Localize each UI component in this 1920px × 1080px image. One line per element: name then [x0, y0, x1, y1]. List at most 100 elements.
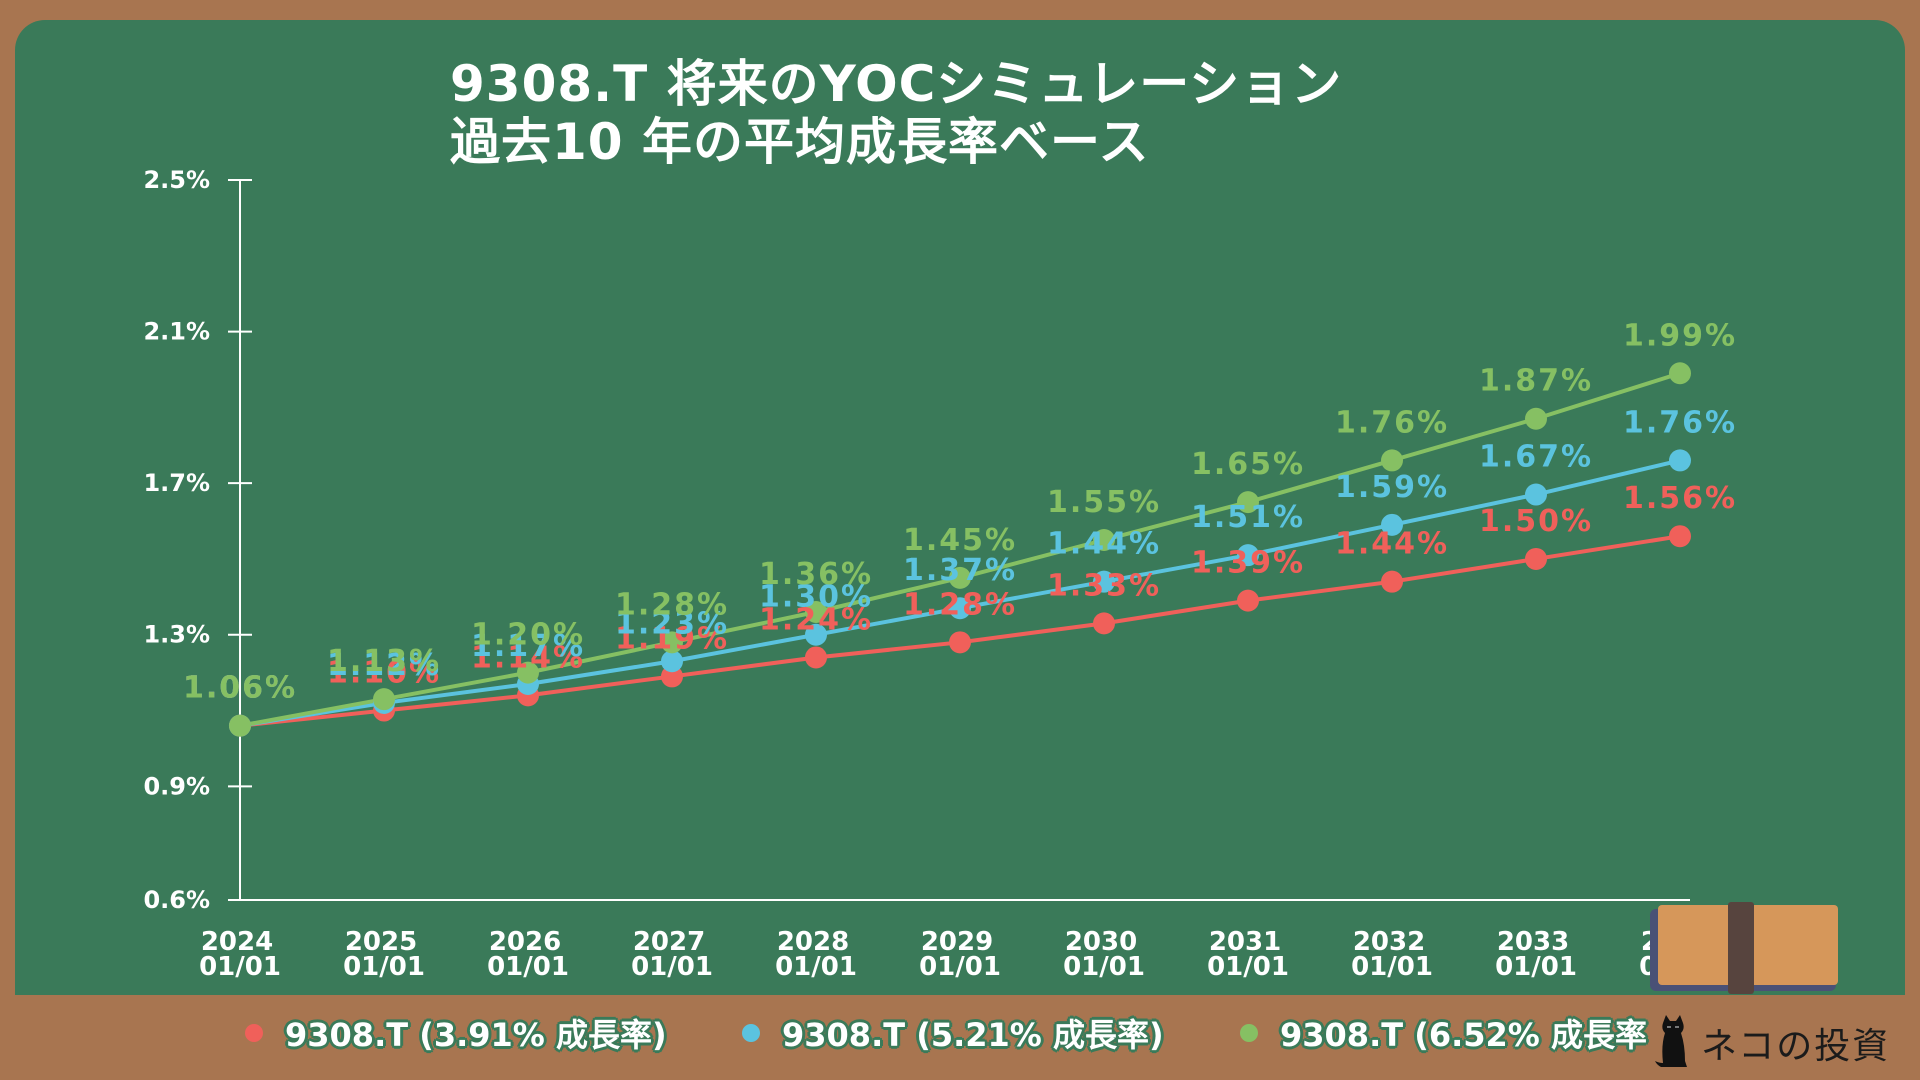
series-lines	[229, 362, 1691, 737]
x-tick-date: 01/01	[1207, 952, 1289, 982]
data-point	[661, 650, 683, 673]
brand-logo: ネコの投資	[1655, 1015, 1890, 1069]
x-tick-year: 2029	[921, 927, 993, 957]
data-label: 1.24%	[759, 602, 873, 637]
data-point	[1525, 407, 1547, 430]
data-label: 1.51%	[1191, 500, 1305, 535]
x-tick-year: 2032	[1353, 927, 1425, 957]
data-point	[229, 714, 251, 737]
x-tick-date: 01/01	[631, 952, 713, 982]
x-tick-year: 2030	[1065, 927, 1137, 957]
data-label: 1.36%	[759, 557, 873, 592]
data-point	[1669, 362, 1691, 385]
data-point	[1381, 449, 1403, 472]
data-label: 1.87%	[1479, 364, 1593, 399]
chalk-pink	[1325, 970, 1455, 996]
data-label: 1.59%	[1335, 470, 1449, 505]
data-label: 1.06%	[183, 671, 297, 706]
legend-dot-red	[245, 1024, 263, 1042]
data-point	[805, 623, 827, 646]
data-point	[1237, 589, 1259, 612]
data-point	[1669, 449, 1691, 472]
data-label: 1.76%	[1623, 405, 1737, 440]
y-tick-label: 0.6%	[143, 886, 210, 914]
legend-label: 9308.T (5.21% 成長率)	[782, 1016, 1164, 1054]
brand-text: ネコの投資	[1701, 1026, 1891, 1067]
legend-item-red: 9308.T (3.91% 成長率)	[245, 1008, 667, 1058]
data-label: 1.20%	[471, 618, 585, 653]
x-tick-year: 2025	[345, 927, 417, 957]
y-tick-label: 2.5%	[143, 166, 210, 194]
title-line-2: 過去10 年の平均成長率ベース	[450, 113, 1150, 171]
data-point	[1237, 544, 1259, 567]
data-point	[1525, 547, 1547, 570]
data-label: 1.30%	[759, 580, 873, 615]
legend-dot-blue	[742, 1024, 760, 1042]
x-tick-date: 01/01	[775, 952, 857, 982]
chalkboard	[15, 20, 1905, 995]
legend-label: 9308.T (3.91% 成長率)	[285, 1016, 667, 1054]
data-point	[949, 631, 971, 654]
data-label: 1.44%	[1047, 527, 1161, 562]
title-line-1: 9308.T 将来のYOCシミュレーション	[450, 55, 1343, 113]
legend-label: 9308.T (6.52% 成長率	[1280, 1016, 1647, 1054]
x-tick-year: 2027	[633, 927, 705, 957]
data-label: 1.28%	[903, 587, 1017, 622]
x-tick-year: 2028	[777, 927, 849, 957]
data-label: 1.76%	[1335, 405, 1449, 440]
data-label: 1.65%	[1191, 447, 1305, 482]
x-tick-date: 01/01	[487, 952, 569, 982]
x-tick-date: 01/01	[199, 952, 281, 982]
black-cat-icon	[1655, 1015, 1687, 1067]
x-tick-year: 2026	[489, 927, 561, 957]
data-label: 1.17%	[471, 629, 585, 664]
data-label: 1.23%	[615, 606, 729, 641]
data-point	[517, 661, 539, 684]
x-tick-date: 01/01	[919, 952, 1001, 982]
data-label: 1.44%	[1335, 527, 1449, 562]
data-label: 1.06%	[183, 671, 297, 706]
data-point	[1669, 525, 1691, 548]
data-point	[661, 631, 683, 654]
data-label: 1.56%	[1623, 481, 1737, 516]
data-point	[949, 566, 971, 589]
data-point	[1093, 570, 1115, 593]
data-label: 1.28%	[615, 587, 729, 622]
legend: 9308.T (3.91% 成長率) 9308.T (5.21% 成長率) 93…	[0, 1008, 1920, 1058]
y-tick-label: 1.7%	[143, 469, 210, 497]
data-label: 1.06%	[183, 671, 297, 706]
x-tick-year: 2033	[1497, 927, 1569, 957]
data-point	[661, 665, 683, 688]
x-tick-date: 01/01	[1351, 952, 1433, 982]
chalk-white	[1172, 970, 1287, 996]
data-label: 1.45%	[903, 523, 1017, 558]
data-label: 1.67%	[1479, 440, 1593, 475]
data-point	[1525, 483, 1547, 506]
eraser-icon	[1650, 902, 1840, 994]
data-label: 1.39%	[1191, 546, 1305, 581]
data-point	[805, 646, 827, 669]
data-point	[1381, 513, 1403, 536]
data-point	[949, 597, 971, 620]
data-label: 1.12%	[327, 648, 441, 683]
data-label: 1.50%	[1479, 504, 1593, 539]
legend-item-green: 9308.T (6.52% 成長率	[1240, 1008, 1647, 1058]
data-label: 1.13%	[327, 644, 441, 679]
data-labels: 1.06% 1.10% 1.14% 1.19% 1.24% 1.28% 1.33% 1.39%…	[183, 318, 1737, 706]
data-point	[1093, 612, 1115, 635]
data-label: 1.55%	[1047, 485, 1161, 520]
data-label: 1.33%	[1047, 568, 1161, 603]
y-tick-label: 0.9%	[143, 772, 210, 800]
chalk-yellow	[1482, 970, 1615, 996]
data-point	[1237, 491, 1259, 514]
data-label: 1.14%	[471, 640, 585, 675]
data-label: 1.37%	[903, 553, 1017, 588]
y-tick-label: 1.3%	[143, 621, 210, 649]
data-point	[1381, 570, 1403, 593]
data-point	[373, 688, 395, 711]
y-tick-label: 2.1%	[143, 318, 210, 346]
legend-item-blue: 9308.T (5.21% 成長率)	[742, 1008, 1164, 1058]
x-tick-year: 2024	[201, 927, 273, 957]
legend-dot-green	[1240, 1024, 1258, 1042]
